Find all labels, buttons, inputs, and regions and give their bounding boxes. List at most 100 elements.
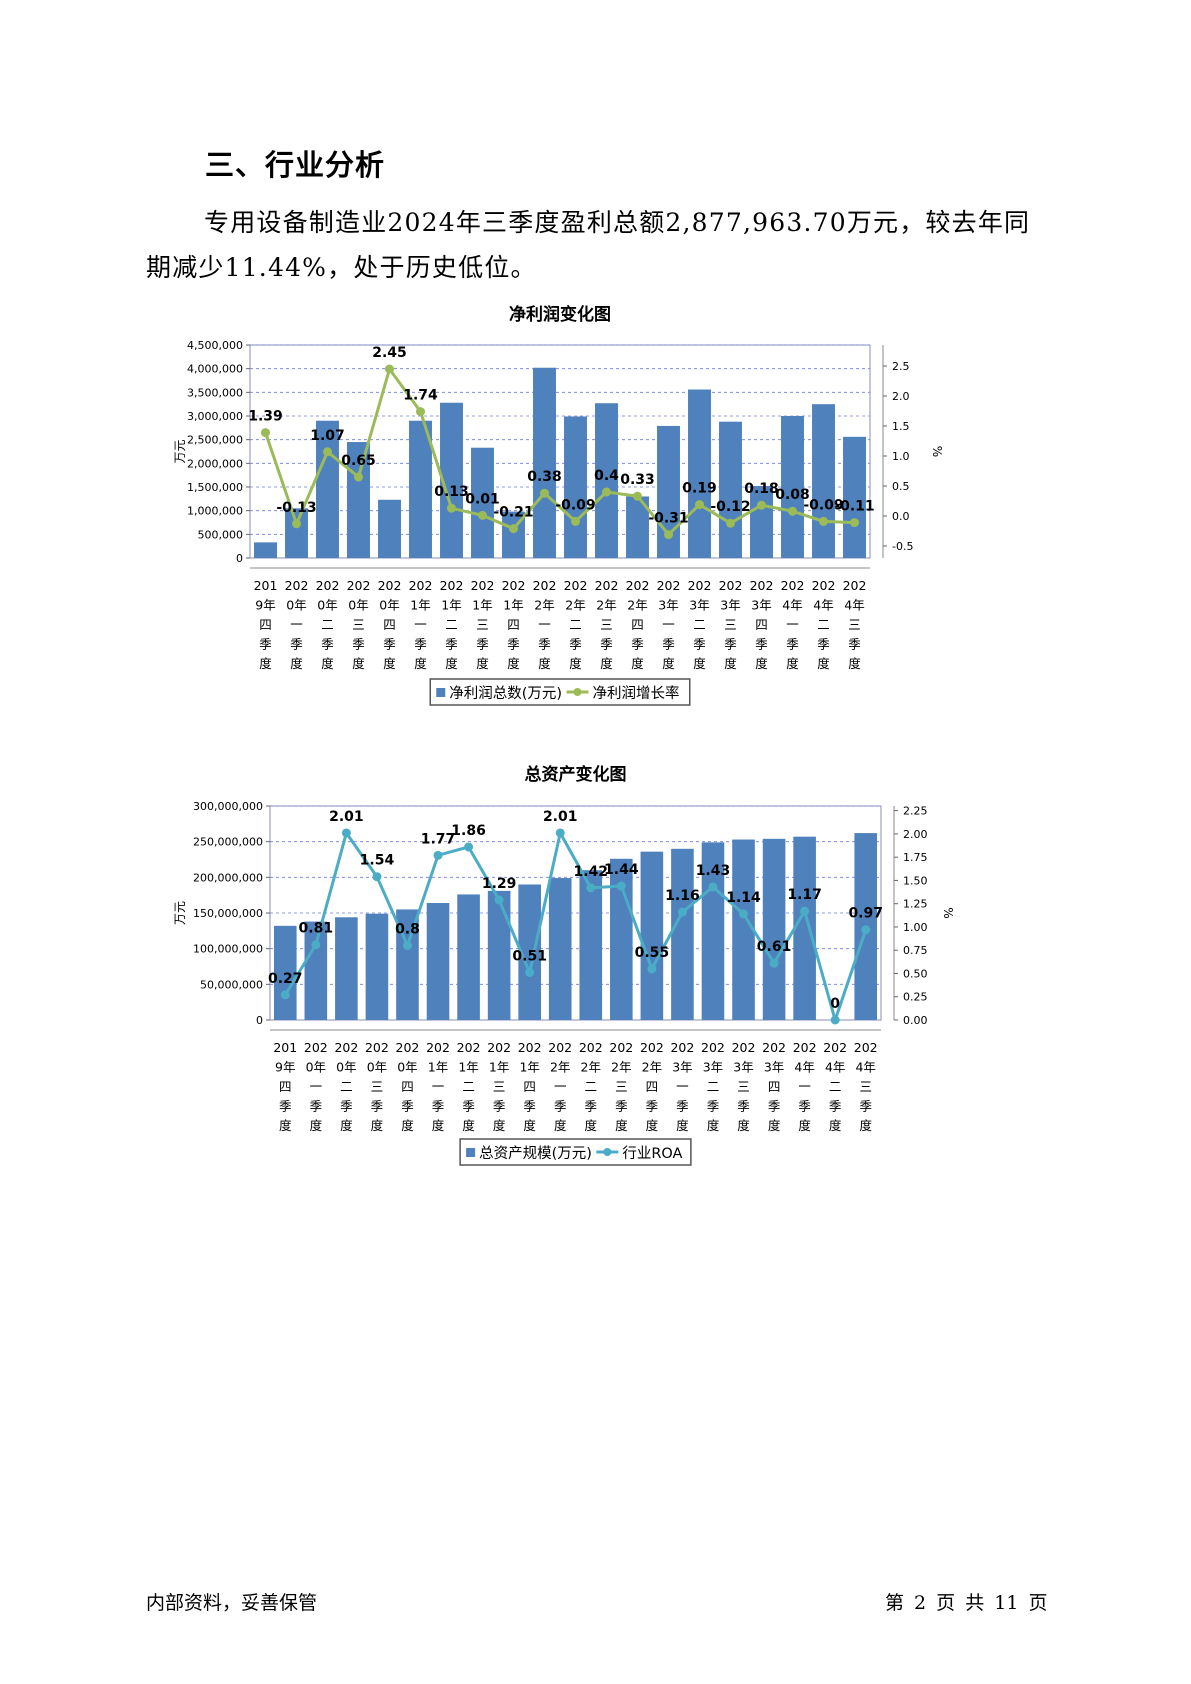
x-tick-label: 1年 xyxy=(441,598,461,613)
x-tick-label: 1年 xyxy=(472,598,492,613)
x-tick-label: 度 xyxy=(768,1118,781,1133)
x-tick-label: 202 xyxy=(657,578,681,593)
x-tick-label: 度 xyxy=(462,1118,475,1133)
x-tick-label: 季 xyxy=(737,1099,750,1114)
x-tick-label: 度 xyxy=(724,656,737,671)
x-tick-label: 季 xyxy=(371,1099,384,1114)
line-point xyxy=(341,828,351,838)
data-label: -0.31 xyxy=(648,511,688,527)
y-tick-label: 300,000,000 xyxy=(193,800,263,813)
data-label: 1.86 xyxy=(451,823,486,839)
bar xyxy=(732,839,755,1020)
line-point xyxy=(311,940,321,950)
x-tick-label: 四 xyxy=(507,617,520,632)
x-tick-label: 一 xyxy=(310,1079,323,1094)
x-tick-label: 季 xyxy=(401,1099,414,1114)
data-label: 1.14 xyxy=(726,890,761,906)
y-axis-title: 万元 xyxy=(173,901,187,925)
x-tick-label: 季 xyxy=(445,637,458,652)
data-label: 0.51 xyxy=(512,949,547,965)
data-label: 0.65 xyxy=(341,453,376,469)
chart-title: 总资产变化图 xyxy=(525,764,627,785)
plot-frame xyxy=(249,344,871,559)
x-tick-label: 度 xyxy=(676,1118,689,1133)
x-tick-label: 度 xyxy=(569,656,582,671)
y2-tick-label: 2.5 xyxy=(892,360,910,373)
x-tick-label: 度 xyxy=(507,656,520,671)
x-tick-label: 202 xyxy=(843,578,867,593)
x-tick-label: 四 xyxy=(646,1079,659,1094)
x-tick-label: 度 xyxy=(383,656,396,671)
data-label: 0.38 xyxy=(527,469,562,485)
y-tick-label: 1,000,000 xyxy=(187,505,243,518)
x-tick-label: 四 xyxy=(259,617,272,632)
x-tick-label: 二 xyxy=(340,1079,353,1094)
bar xyxy=(793,836,816,1020)
y-tick-label: 4,000,000 xyxy=(187,363,243,376)
x-tick-label: 202 xyxy=(732,1040,756,1055)
x-tick-label: 1年 xyxy=(503,598,523,613)
x-tick-label: 202 xyxy=(670,1040,694,1055)
data-label: 1.39 xyxy=(248,409,283,425)
line-point xyxy=(677,907,687,917)
legend-swatch-bars xyxy=(466,1148,476,1157)
x-tick-label: 0年 xyxy=(367,1060,387,1075)
line-point xyxy=(726,518,735,528)
x-tick-label: 一 xyxy=(786,617,799,632)
bar xyxy=(657,425,680,558)
x-tick-label: 季 xyxy=(631,637,644,652)
x-tick-label: 度 xyxy=(279,1118,292,1133)
x-tick-label: 度 xyxy=(432,1118,445,1133)
y2-tick-label: 1.25 xyxy=(903,898,928,911)
legend: 净利润总数(万元) 净利润增长率 xyxy=(429,678,691,706)
x-tick-label: 2年 xyxy=(565,598,585,613)
x-tick-label: 季 xyxy=(493,1099,506,1114)
x-tick-label: 三 xyxy=(476,617,489,632)
x-tick-label: 4年 xyxy=(782,598,802,613)
x-tick-label: 4年 xyxy=(855,1060,875,1075)
x-tick-label: 202 xyxy=(487,1040,511,1055)
x-tick-label: 202 xyxy=(396,1040,420,1055)
data-label: 0 xyxy=(830,996,840,1012)
x-tick-label: 2年 xyxy=(596,598,616,613)
legend-swatch-point xyxy=(603,1148,612,1156)
x-tick-label: 202 xyxy=(564,578,588,593)
x-tick-label: 度 xyxy=(493,1118,506,1133)
y-tick-label: 3,000,000 xyxy=(187,410,243,423)
x-tick-label: 二 xyxy=(321,617,334,632)
bar xyxy=(273,925,297,1020)
x-tick-label: 度 xyxy=(817,656,830,671)
x-tick-label: 度 xyxy=(693,656,706,671)
bar xyxy=(688,389,711,558)
x-tick-label: 季 xyxy=(321,637,334,652)
x-tick-label: 三 xyxy=(600,617,613,632)
y2-tick-label: 0.75 xyxy=(903,944,928,957)
data-label: 2.01 xyxy=(329,809,364,825)
line-point xyxy=(323,447,332,457)
bar xyxy=(285,508,308,558)
legend-label-line: 行业ROA xyxy=(622,1145,682,1162)
x-tick-label: 度 xyxy=(848,656,861,671)
x-tick-label: 0年 xyxy=(348,598,368,613)
line-point xyxy=(540,488,549,498)
bar xyxy=(548,878,572,1020)
x-tick-label: 202 xyxy=(457,1040,481,1055)
bar xyxy=(640,851,664,1020)
legend-swatch-bars xyxy=(436,688,446,697)
data-label: 1.74 xyxy=(403,388,438,404)
x-tick-label: 一 xyxy=(662,617,675,632)
data-label: 1.44 xyxy=(604,862,639,878)
line-point xyxy=(416,407,425,417)
line-point xyxy=(385,364,394,374)
line-point xyxy=(494,895,504,905)
data-label: 1.17 xyxy=(787,887,822,903)
x-tick-label: 季 xyxy=(554,1099,567,1114)
y2-axis-title: % xyxy=(930,446,944,457)
x-tick-label: 202 xyxy=(365,1040,389,1055)
line-point xyxy=(509,524,518,534)
bar xyxy=(762,838,786,1020)
bar xyxy=(843,436,866,558)
x-tick-label: 二 xyxy=(585,1079,598,1094)
y-tick-label: 3,500,000 xyxy=(187,386,243,399)
x-tick-label: 一 xyxy=(554,1079,567,1094)
